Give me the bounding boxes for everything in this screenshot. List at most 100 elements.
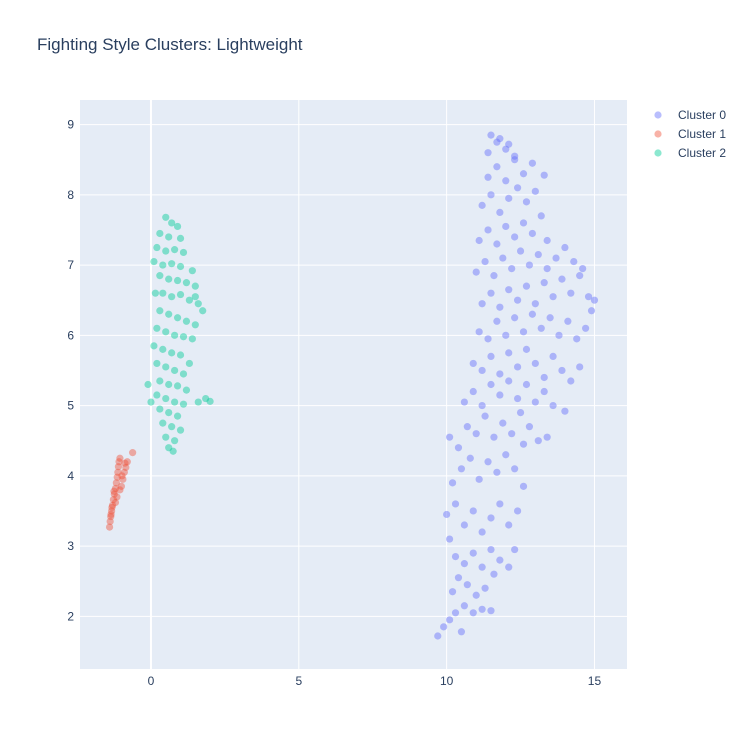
data-point[interactable] [531,300,539,308]
data-point[interactable] [457,628,466,636]
data-point[interactable] [109,496,118,504]
data-point[interactable] [487,131,495,139]
data-point[interactable] [587,307,596,315]
data-point[interactable] [179,400,188,408]
data-point[interactable] [584,293,593,301]
data-point[interactable] [159,289,167,297]
data-point[interactable] [191,321,199,329]
data-point[interactable] [445,433,454,441]
data-point[interactable] [108,501,117,509]
data-point[interactable] [487,514,495,522]
data-point[interactable] [505,194,513,202]
data-point[interactable] [179,333,188,341]
data-point[interactable] [531,359,539,368]
data-point[interactable] [522,380,531,389]
data-point[interactable] [519,482,528,490]
data-point[interactable] [528,159,536,167]
data-point[interactable] [478,201,486,209]
data-point[interactable] [487,380,495,389]
data-point[interactable] [171,366,179,375]
data-point[interactable] [534,250,542,259]
data-point[interactable] [496,303,504,311]
data-point[interactable] [516,247,525,255]
data-point[interactable] [555,331,563,339]
data-point[interactable] [519,328,528,336]
data-point[interactable] [460,602,468,610]
data-point[interactable] [493,468,501,476]
data-point[interactable] [169,447,177,455]
data-point[interactable] [487,607,495,615]
data-point[interactable] [171,331,179,339]
data-point[interactable] [156,272,164,280]
data-point[interactable] [440,623,448,631]
data-point[interactable] [543,433,551,441]
data-point[interactable] [173,382,182,390]
data-point[interactable] [173,276,182,285]
data-point[interactable] [147,398,155,406]
data-point[interactable] [176,351,185,359]
data-point[interactable] [448,588,457,596]
data-point[interactable] [159,345,167,353]
data-point[interactable] [505,563,513,571]
data-point[interactable] [185,296,193,304]
data-point[interactable] [487,289,495,297]
data-point[interactable] [194,300,202,308]
data-point[interactable] [522,282,531,290]
data-point[interactable] [487,545,495,554]
data-point[interactable] [469,609,477,617]
data-point[interactable] [540,387,548,396]
data-point[interactable] [111,484,120,493]
data-point[interactable] [156,229,164,238]
data-point[interactable] [156,307,164,315]
data-point[interactable] [543,264,551,273]
data-point[interactable] [487,191,495,199]
legend-item[interactable]: Cluster 0 [654,108,726,122]
data-point[interactable] [165,408,173,417]
data-point[interactable] [105,523,114,531]
data-point[interactable] [570,257,578,266]
data-point[interactable] [567,377,575,385]
data-point[interactable] [171,246,179,254]
data-point[interactable] [514,363,522,371]
data-point[interactable] [549,401,557,410]
data-point[interactable] [162,394,170,403]
data-point[interactable] [120,468,128,476]
data-point[interactable] [176,262,185,271]
data-point[interactable] [475,475,483,483]
data-point[interactable] [156,377,164,385]
data-point[interactable] [118,472,126,480]
data-point[interactable] [176,234,185,242]
data-point[interactable] [188,267,196,275]
data-point[interactable] [478,528,486,536]
data-point[interactable] [502,145,510,153]
data-point[interactable] [199,307,207,315]
data-point[interactable] [546,314,554,322]
data-point[interactable] [531,398,539,406]
data-point[interactable] [116,486,124,494]
data-point[interactable] [496,208,504,216]
data-point[interactable] [168,293,176,301]
plot-area[interactable] [80,100,627,669]
data-point[interactable] [490,570,498,578]
data-point[interactable] [185,359,193,368]
data-point[interactable] [558,366,566,375]
data-point[interactable] [481,412,489,420]
data-point[interactable] [159,419,167,427]
data-point[interactable] [505,140,513,148]
data-point[interactable] [206,397,214,405]
data-point[interactable] [502,177,510,185]
data-point[interactable] [502,451,510,459]
data-point[interactable] [514,394,522,403]
data-point[interactable] [176,290,185,299]
data-point[interactable] [590,296,599,304]
data-point[interactable] [182,386,191,394]
data-point[interactable] [434,632,442,640]
data-point[interactable] [107,510,115,519]
data-point[interactable] [466,454,474,462]
data-point[interactable] [168,260,176,268]
data-point[interactable] [531,187,539,195]
data-point[interactable] [194,398,202,406]
data-point[interactable] [475,236,483,245]
data-point[interactable] [519,440,528,448]
data-point[interactable] [451,500,460,508]
